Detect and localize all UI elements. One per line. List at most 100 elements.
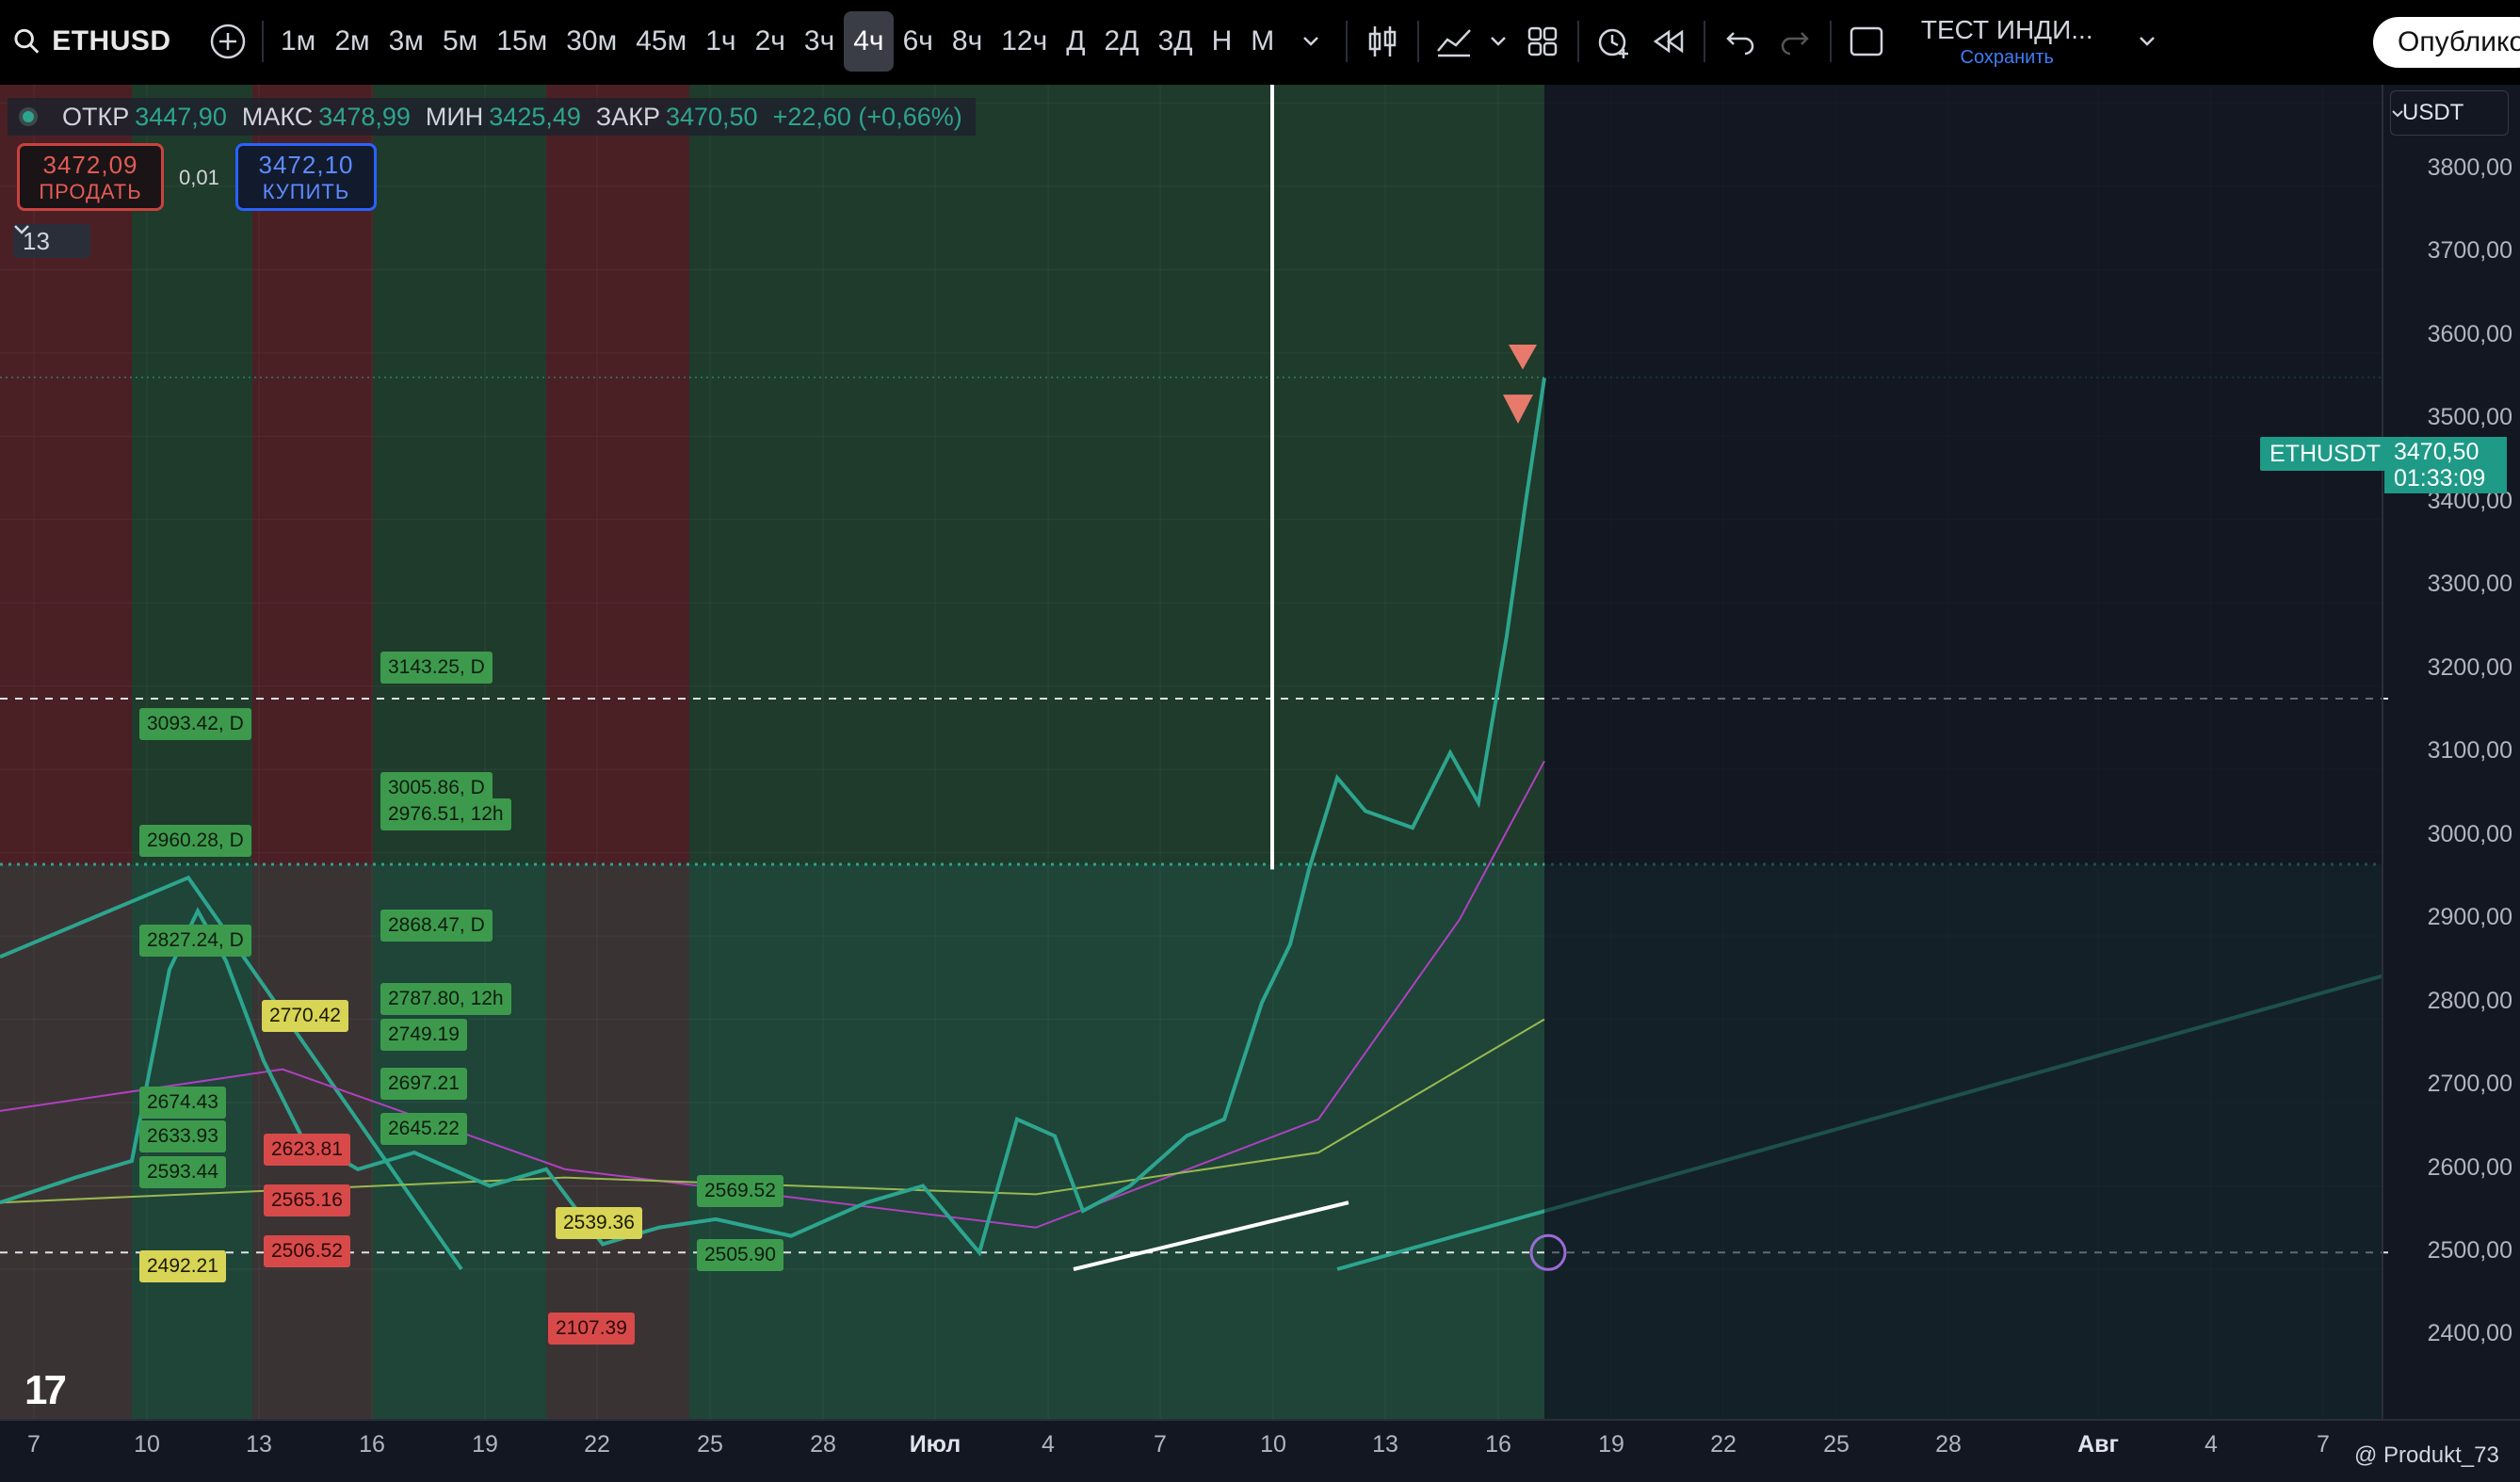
time-tick-label: 28 — [810, 1431, 836, 1458]
level-label[interactable]: 2107.39 — [548, 1313, 635, 1345]
price-tick-label: 2600,00 — [2427, 1154, 2512, 1181]
level-label[interactable]: 2645.22 — [380, 1113, 467, 1145]
level-label[interactable]: 3093.42, D — [139, 708, 251, 740]
level-label[interactable]: 2623.81 — [264, 1134, 350, 1166]
layout-title[interactable]: ТЕСТ ИНДИ... Сохранить — [1903, 15, 2110, 69]
trendline — [0, 875, 463, 1271]
interval-button[interactable]: 2м — [334, 25, 370, 56]
interval-button[interactable]: 6ч — [902, 25, 933, 56]
time-tick-label: 7 — [2317, 1431, 2330, 1458]
tradingview-logo-icon[interactable]: 17 — [24, 1367, 67, 1413]
chevron-down-icon[interactable] — [1481, 11, 1515, 72]
layout-square-icon[interactable] — [1839, 11, 1894, 72]
indicators-icon[interactable] — [1427, 11, 1481, 72]
time-tick-label: 16 — [359, 1431, 385, 1458]
price-tick-label: 3200,00 — [2427, 654, 2512, 681]
sell-label: ПРОДАТЬ — [39, 179, 142, 203]
currency-select[interactable]: USDT — [2390, 90, 2509, 136]
last-price-value: 3470,50 — [2394, 439, 2480, 465]
indicators-count: 13 — [23, 226, 50, 255]
level-label[interactable]: 2505.90 — [697, 1239, 783, 1271]
interval-button[interactable]: 3Д — [1157, 25, 1193, 56]
chart-pane[interactable]: ОТКР 3447,90 МАКС 3478,99 МИН 3425,49 ЗА… — [0, 85, 2520, 1482]
low-label: МИН — [425, 102, 484, 131]
moving-average-line — [0, 760, 1545, 1229]
interval-button[interactable]: М — [1251, 25, 1275, 56]
interval-button[interactable]: 15м — [496, 25, 548, 56]
symbol-search[interactable]: ETHUSD — [0, 0, 254, 83]
interval-button[interactable]: 2ч — [754, 25, 785, 56]
price-tick-label: 3000,00 — [2427, 821, 2512, 847]
chevron-down-icon[interactable] — [1284, 11, 1338, 72]
toolbar-divider — [1577, 21, 1580, 62]
interval-button[interactable]: 5м — [442, 25, 478, 56]
time-tick-label: 25 — [697, 1431, 723, 1458]
chevron-down-icon[interactable] — [2120, 11, 2174, 72]
sell-button[interactable]: 3472,09 ПРОДАТЬ — [17, 143, 164, 211]
level-label[interactable]: 2697.21 — [380, 1068, 467, 1100]
level-label[interactable]: 2960.28, D — [139, 825, 251, 857]
interval-button[interactable]: 1м — [281, 25, 316, 56]
level-label[interactable]: 2569.52 — [697, 1175, 783, 1207]
interval-button[interactable]: 3ч — [803, 25, 835, 56]
interval-button[interactable]: 8ч — [951, 25, 983, 56]
publish-button[interactable]: Опублико — [2373, 17, 2520, 68]
buy-button[interactable]: 3472,10 КУПИТЬ — [235, 143, 377, 211]
chevron-down-icon — [14, 225, 29, 234]
last-price-tag: 3470,50 01:33:09 — [2384, 437, 2507, 493]
time-tick-label: 22 — [584, 1431, 610, 1458]
price-tick-label: 3300,00 — [2427, 571, 2512, 597]
chevron-down-icon — [2392, 110, 2403, 118]
search-icon — [14, 28, 40, 54]
redo-icon[interactable] — [1768, 11, 1822, 72]
level-label[interactable]: 2749.19 — [380, 1019, 467, 1051]
interval-button[interactable]: 30м — [566, 25, 618, 56]
level-label[interactable]: 2506.52 — [264, 1235, 350, 1267]
interval-list: 1м 2м 3м 5м 15м 30м 45м 1ч 2ч 3ч 4ч 6ч 8ч 12ч Д 2Д 3Д Н М — [271, 11, 1284, 72]
time-tick-label: Июл — [909, 1431, 961, 1458]
interval-button[interactable]: 4ч — [844, 11, 894, 72]
price-tick-label: 2800,00 — [2427, 988, 2512, 1014]
level-label[interactable]: 2593.44 — [139, 1156, 226, 1188]
toolbar-divider — [1346, 21, 1349, 62]
change-value: +22,60 (+0,66%) — [772, 102, 962, 131]
interval-button[interactable]: 45м — [636, 25, 687, 56]
level-label[interactable]: 2539.36 — [556, 1207, 642, 1239]
spread-value: 0,01 — [179, 166, 219, 189]
layout-grid-icon[interactable] — [1515, 11, 1570, 72]
level-label[interactable]: 2770.42 — [262, 1000, 348, 1032]
alert-clock-icon[interactable] — [1587, 11, 1641, 72]
close-value: 3470,50 — [665, 102, 758, 131]
level-label[interactable]: 2565.16 — [264, 1184, 350, 1216]
time-tick-label: 4 — [1042, 1431, 1055, 1458]
low-value: 3425,49 — [489, 102, 581, 131]
price-tick-label: 3700,00 — [2427, 237, 2512, 264]
chart-canvas[interactable] — [0, 85, 2520, 1482]
level-label[interactable]: 2976.51, 12h — [380, 798, 511, 830]
level-label[interactable]: 2827.24, D — [139, 925, 251, 957]
interval-button[interactable]: Н — [1211, 25, 1233, 56]
level-label[interactable]: 2868.47, D — [380, 910, 493, 942]
level-label[interactable]: 2787.80, 12h — [380, 983, 511, 1015]
open-value: 3447,90 — [135, 102, 227, 131]
level-label[interactable]: 2633.93 — [139, 1120, 226, 1152]
top-toolbar: ETHUSD 1м 2м 3м 5м 15м 30м 45м 1ч 2ч 3ч 4ч 6ч 8ч 12ч Д… — [0, 0, 2520, 83]
interval-button[interactable]: 2Д — [1104, 25, 1139, 56]
interval-button[interactable]: 1ч — [705, 25, 736, 56]
undo-icon[interactable] — [1713, 11, 1768, 72]
interval-button[interactable]: Д — [1066, 25, 1086, 56]
level-label[interactable]: 3143.25, D — [380, 652, 493, 684]
interval-button[interactable]: 12ч — [1001, 25, 1048, 56]
compare-add-icon[interactable] — [202, 11, 254, 72]
buy-label: КУПИТЬ — [262, 179, 350, 203]
level-label[interactable]: 2674.43 — [139, 1087, 226, 1119]
sell-signal-marker — [1503, 395, 1533, 425]
level-label[interactable]: 2492.21 — [139, 1250, 226, 1282]
candles-icon[interactable] — [1355, 11, 1410, 72]
future-area — [1544, 85, 2383, 1420]
time-tick-label: 13 — [1372, 1431, 1398, 1458]
replay-icon[interactable] — [1641, 11, 1696, 72]
interval-button[interactable]: 3м — [388, 25, 424, 56]
indicators-collapse-button[interactable]: 13 — [13, 224, 90, 258]
save-link[interactable]: Сохранить — [1960, 46, 2054, 68]
